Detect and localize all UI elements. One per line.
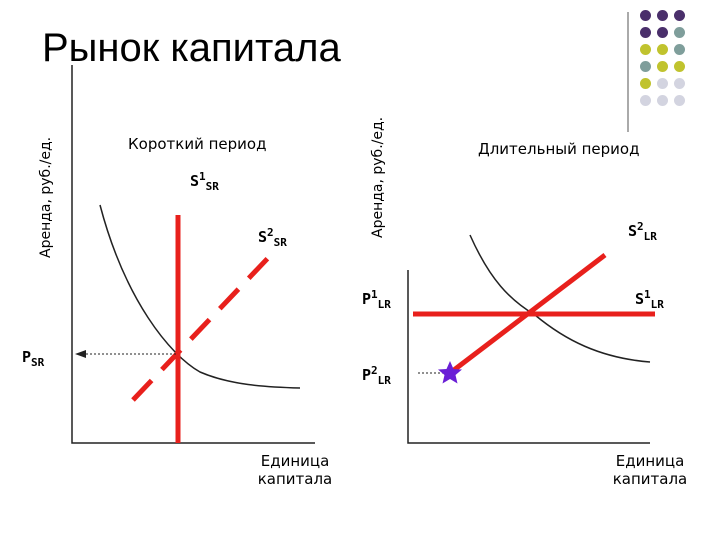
p-sr-label: PSR bbox=[22, 348, 45, 369]
s1-sr-label: S1SR bbox=[190, 170, 219, 193]
left-period-label: Короткий период bbox=[128, 135, 267, 153]
decor-dot bbox=[674, 95, 685, 106]
decor-dot bbox=[657, 44, 668, 55]
decor-dot bbox=[640, 27, 651, 38]
decor-dot bbox=[674, 78, 685, 89]
decor-dot bbox=[657, 61, 668, 72]
decor-dot bbox=[674, 27, 685, 38]
left-x-axis-label: Единица капитала bbox=[257, 452, 333, 488]
s2-lr-line bbox=[448, 253, 607, 375]
page-title: Рынок капитала bbox=[42, 26, 341, 70]
decor-dot bbox=[657, 27, 668, 38]
star-icon bbox=[438, 361, 462, 384]
left-axes bbox=[71, 65, 315, 444]
decor-dot bbox=[657, 78, 668, 89]
decor-dot bbox=[674, 61, 685, 72]
p-sr-arrow bbox=[75, 350, 86, 358]
s2-sr-label: S2SR bbox=[258, 226, 287, 249]
right-period-label: Длительный период bbox=[478, 140, 640, 158]
decor-dot bbox=[657, 95, 668, 106]
decor-dot bbox=[640, 78, 651, 89]
decor-dot bbox=[640, 44, 651, 55]
decor-dot bbox=[640, 10, 651, 21]
decor-dot bbox=[640, 95, 651, 106]
decor-dot bbox=[640, 61, 651, 72]
left-demand-curve bbox=[99, 204, 301, 389]
s1-lr-label: S1LR bbox=[635, 288, 664, 311]
decorative-dot-grid bbox=[640, 10, 720, 120]
right-x-axis-label: Единица капитала bbox=[612, 452, 688, 488]
right-demand-curve bbox=[469, 234, 651, 363]
s2-sr-line bbox=[131, 256, 270, 402]
s2-lr-label: S2LR bbox=[628, 220, 657, 243]
decor-dot bbox=[674, 44, 685, 55]
decor-dot bbox=[674, 10, 685, 21]
p1-lr-label: P1LR bbox=[362, 288, 391, 311]
right-axes bbox=[407, 270, 650, 444]
decor-dot bbox=[657, 10, 668, 21]
p2-lr-label: P2LR bbox=[362, 364, 391, 387]
